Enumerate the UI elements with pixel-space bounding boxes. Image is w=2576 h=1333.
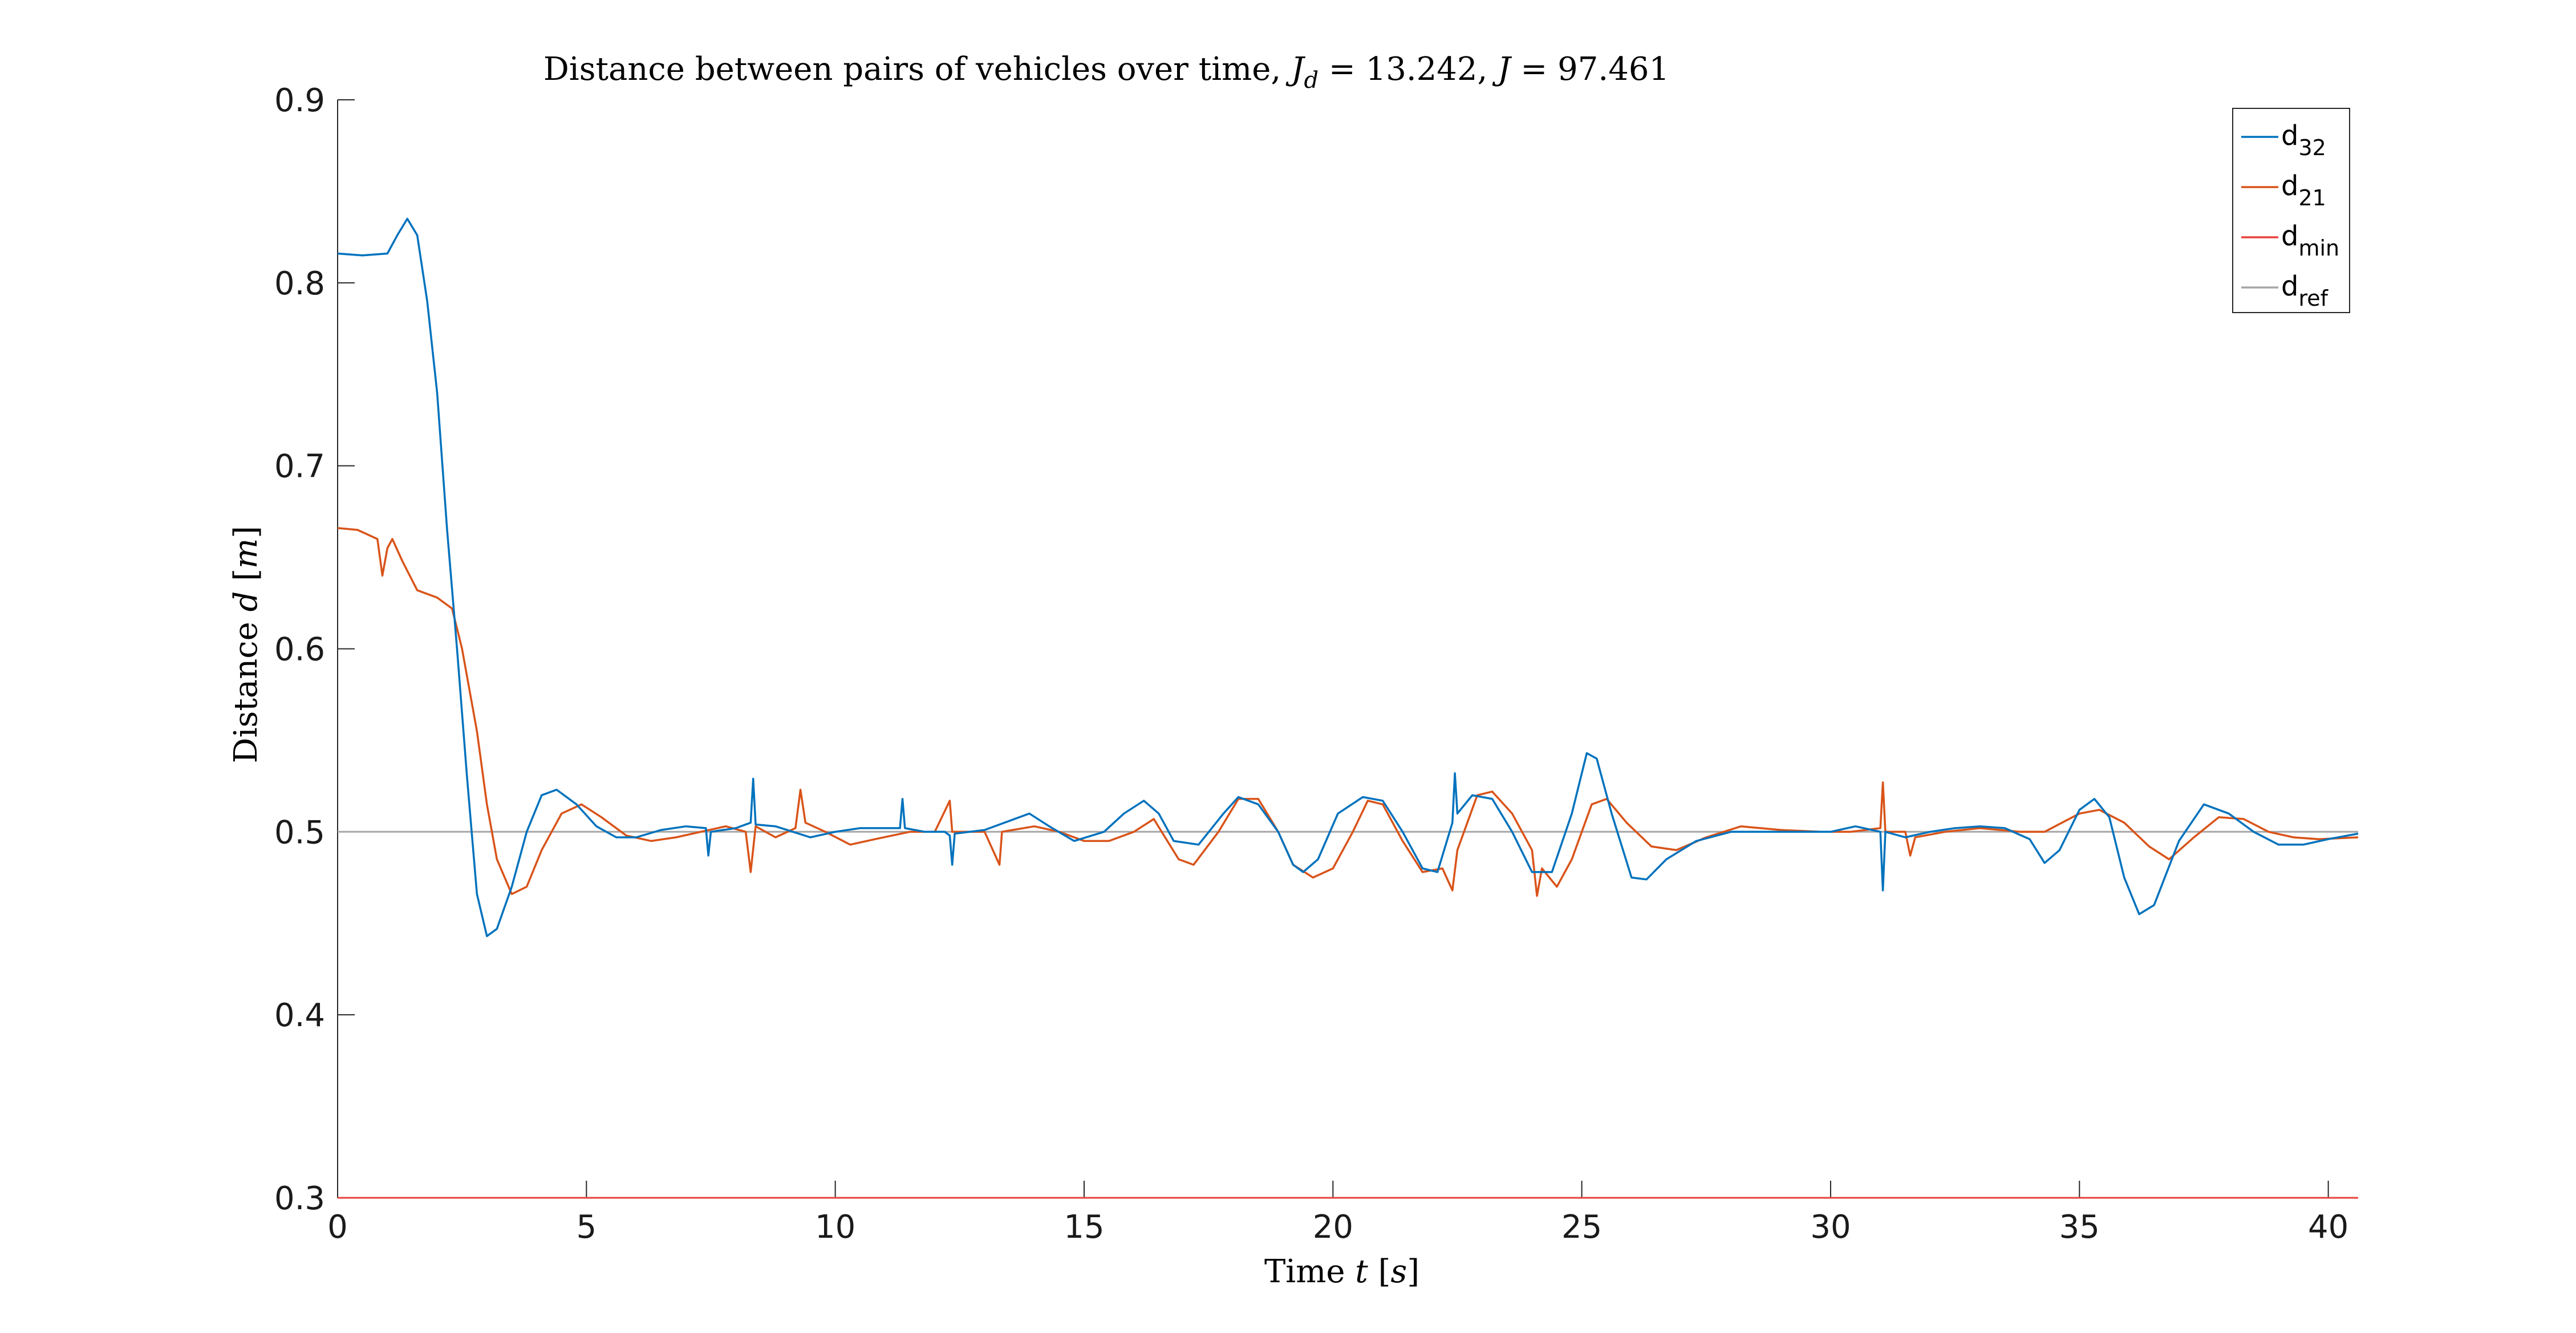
- y-tick-label: 0.8: [274, 265, 325, 302]
- title-jd-sub: d: [1304, 67, 1319, 94]
- xlabel-unit-open: [: [1368, 1253, 1391, 1290]
- legend-label-d21: d21: [2281, 170, 2326, 210]
- title-j-value: = 97.461: [1511, 51, 1669, 88]
- legend-label-dref: dref: [2281, 270, 2329, 311]
- x-tick-label: 5: [577, 1209, 597, 1246]
- xlabel-unit-close: ]: [1407, 1253, 1419, 1290]
- legend-label-d32: d32: [2281, 120, 2326, 160]
- ylabel-var: d: [228, 591, 265, 611]
- y-tick-label: 0.9: [274, 82, 325, 119]
- x-tick-label: 30: [1810, 1209, 1851, 1246]
- x-tick-label: 25: [1561, 1209, 1602, 1246]
- series-line-d21: [337, 527, 2359, 897]
- y-axis-label: Distance d [m]: [228, 526, 265, 763]
- title-prefix: Distance between pairs of vehicles over …: [543, 51, 1291, 88]
- y-tick-label: 0.6: [274, 631, 325, 668]
- title-jd-value: = 13.242,: [1319, 51, 1498, 88]
- chart-title: Distance between pairs of vehicles over …: [543, 51, 1669, 94]
- x-tick-label: 15: [1064, 1209, 1104, 1246]
- ylabel-unit-close: ]: [228, 526, 265, 538]
- y-tick-label: 0.7: [274, 448, 325, 485]
- xlabel-prefix: Time: [1264, 1253, 1355, 1290]
- ylabel-unit-open: [: [228, 569, 265, 591]
- x-tick-label: 20: [1313, 1209, 1353, 1246]
- legend: d32 d21 dmin dref: [2232, 108, 2350, 313]
- series-group: [337, 217, 2359, 1199]
- y-tick-label: 0.4: [274, 997, 325, 1034]
- x-tick-label: 0: [327, 1209, 348, 1246]
- x-axis-label: Time t [s]: [1264, 1253, 1419, 1290]
- x-tick-label: 35: [2059, 1209, 2100, 1246]
- y-tick-label: 0.3: [274, 1180, 325, 1217]
- xlabel-unit: s: [1390, 1253, 1407, 1290]
- legend-box: [2232, 108, 2350, 313]
- legend-label-dmin: dmin: [2281, 220, 2339, 261]
- ticks-group: 0 5 10 15 20 25 30 35 40 0.3 0.4 0.5 0.6 0.7 0.8 0.9: [274, 82, 2348, 1246]
- y-tick-label: 0.5: [274, 814, 325, 851]
- axes-area: [337, 100, 2358, 1198]
- ylabel-prefix: Distance: [228, 611, 265, 763]
- x-tick-label: 40: [2308, 1209, 2348, 1246]
- ylabel-unit: m: [228, 538, 265, 569]
- series-line-d32: [337, 217, 2359, 937]
- xlabel-var: t: [1355, 1253, 1368, 1290]
- x-tick-label: 10: [815, 1209, 855, 1246]
